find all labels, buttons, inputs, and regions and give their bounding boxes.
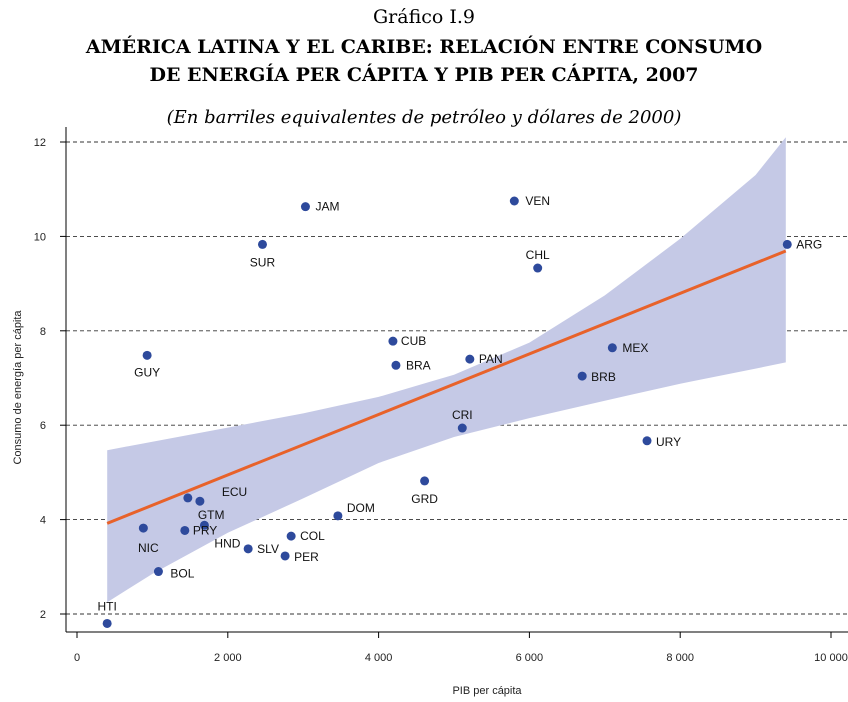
point-label-guy: GUY (134, 365, 160, 379)
data-point-slv (243, 544, 253, 554)
data-point-gtm (183, 493, 193, 503)
data-point-cub (388, 336, 398, 346)
data-point-mex (607, 343, 617, 353)
x-tick-label: 6 000 (516, 652, 544, 664)
y-tick-label: 8 (40, 326, 46, 338)
data-point-hti (102, 618, 112, 628)
x-axis-label: PIB per cápita (452, 685, 522, 697)
x-tick-label: 2 000 (214, 652, 242, 664)
data-point-bol (153, 567, 163, 577)
point-label-sur: SUR (250, 255, 276, 269)
point-label-hti: HTI (97, 599, 116, 613)
point-label-jam: JAM (315, 200, 339, 214)
point-label-nic: NIC (138, 541, 159, 555)
y-tick-label: 2 (40, 609, 46, 621)
fit-line (106, 249, 787, 525)
point-label-dom: DOM (347, 501, 375, 515)
x-tick-label: 4 000 (365, 652, 393, 664)
data-point-sur (257, 239, 267, 249)
y-tick-label: 4 (40, 515, 46, 527)
y-tick-label: 12 (34, 137, 46, 149)
data-point-bra (391, 360, 401, 370)
point-label-hnd: HND (214, 536, 240, 550)
point-label-chl: CHL (526, 248, 550, 262)
data-point-ecu (195, 496, 205, 506)
data-point-cri (457, 423, 467, 433)
data-point-arg (782, 239, 792, 249)
chart-title: AMÉRICA LATINA Y EL CARIBE: RELACIÓN ENT… (0, 33, 848, 89)
chart-title-line-1: AMÉRICA LATINA Y EL CARIBE: RELACIÓN ENT… (85, 36, 763, 58)
point-label-arg: ARG (796, 237, 822, 251)
point-label-mex: MEX (622, 341, 648, 355)
x-axis-ticks: 0 2 000 4 000 6 000 8 000 10 000 (74, 632, 848, 664)
y-tick-label: 6 (40, 420, 46, 432)
data-point-ury (642, 436, 652, 446)
data-point-per (280, 551, 290, 561)
data-point-nic (138, 523, 148, 533)
data-point-chl (533, 263, 543, 273)
point-label-cri: CRI (452, 408, 473, 422)
y-axis-ticks: 2 4 6 8 10 12 (34, 137, 66, 621)
confidence-band (107, 137, 786, 603)
data-point-hnd (199, 520, 209, 530)
chart-subtitle: (En barriles equivalentes de petróleo y … (166, 107, 682, 128)
x-tick-label: 0 (74, 652, 80, 664)
point-label-per: PER (294, 550, 319, 564)
point-label-col: COL (300, 529, 325, 543)
point-label-brb: BRB (591, 370, 616, 384)
data-points (102, 196, 792, 628)
point-label-ven: VEN (525, 194, 550, 208)
data-point-brb (577, 371, 587, 381)
point-label-pry: PRY (193, 523, 217, 537)
data-point-jam (300, 202, 310, 212)
point-label-ury: URY (656, 435, 681, 449)
data-point-col (286, 531, 296, 541)
point-label-cub: CUB (401, 334, 426, 348)
chart-title-line-2: DE ENERGÍA PER CÁPITA Y PIB PER CÁPITA, … (149, 64, 699, 86)
data-point-dom (333, 511, 343, 521)
x-tick-label: 8 000 (666, 652, 694, 664)
data-point-ven (509, 196, 519, 206)
data-point-pan (465, 354, 475, 364)
y-axis-label: Consumo de energía per cápita (12, 310, 24, 465)
point-label-bra: BRA (406, 358, 431, 372)
data-point-guy (142, 350, 152, 360)
data-point-grd (420, 476, 430, 486)
x-tick-label: 10 000 (814, 652, 848, 664)
figure-number: Gráfico I.9 (372, 6, 475, 28)
point-label-bol: BOL (170, 567, 194, 581)
point-label-slv: SLV (257, 542, 279, 556)
data-point-pry (180, 525, 190, 535)
point-label-pan: PAN (479, 352, 503, 366)
point-label-ecu: ECU (222, 485, 247, 499)
point-label-gtm: GTM (198, 508, 225, 522)
y-tick-label: 10 (34, 231, 46, 243)
point-label-grd: GRD (411, 492, 438, 506)
